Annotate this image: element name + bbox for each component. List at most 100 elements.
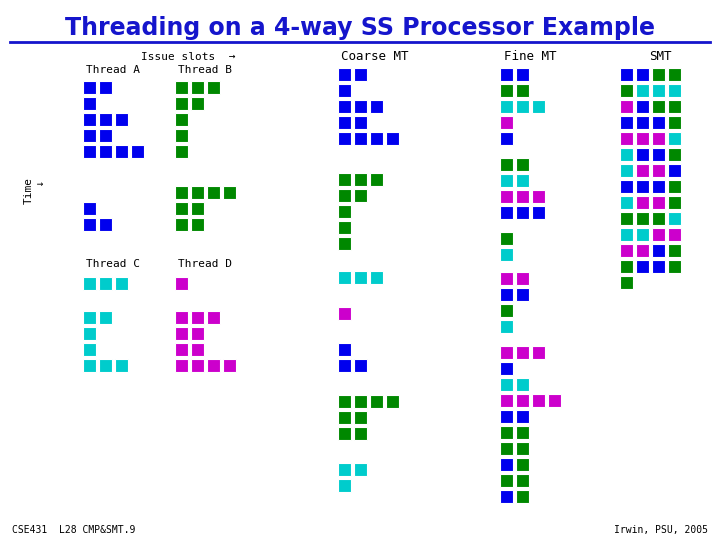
Bar <box>191 202 204 215</box>
Bar <box>516 174 529 187</box>
Bar <box>175 129 188 142</box>
Bar <box>516 490 529 503</box>
Bar <box>636 132 649 145</box>
Bar <box>516 378 529 391</box>
Bar <box>652 132 665 145</box>
Bar <box>668 180 681 193</box>
Bar <box>668 132 681 145</box>
Bar <box>516 426 529 439</box>
Bar <box>532 346 545 359</box>
Bar <box>191 311 204 324</box>
Bar <box>500 132 513 145</box>
Bar <box>386 395 399 408</box>
Bar <box>636 260 649 273</box>
Bar <box>191 343 204 356</box>
Bar <box>620 228 633 241</box>
Bar <box>83 277 96 290</box>
Bar <box>620 276 633 289</box>
Bar <box>175 277 188 290</box>
Bar <box>338 173 351 186</box>
Bar <box>175 113 188 126</box>
Bar <box>354 173 367 186</box>
Bar <box>652 164 665 177</box>
Bar <box>175 311 188 324</box>
Bar <box>99 129 112 142</box>
Bar <box>516 84 529 97</box>
Bar <box>636 180 649 193</box>
Bar <box>131 145 144 158</box>
Bar <box>500 490 513 503</box>
Bar <box>191 218 204 231</box>
Bar <box>338 221 351 234</box>
Bar <box>500 174 513 187</box>
Bar <box>338 395 351 408</box>
Text: Fine MT: Fine MT <box>504 51 557 64</box>
Bar <box>668 68 681 81</box>
Bar <box>532 206 545 219</box>
Bar <box>668 116 681 129</box>
Bar <box>354 271 367 284</box>
Bar <box>668 84 681 97</box>
Bar <box>354 427 367 440</box>
Bar <box>115 145 128 158</box>
Text: CSE431  L28 CMP&SMT.9: CSE431 L28 CMP&SMT.9 <box>12 525 135 535</box>
Bar <box>386 132 399 145</box>
Bar <box>354 116 367 129</box>
Bar <box>370 173 383 186</box>
Bar <box>620 244 633 257</box>
Bar <box>191 327 204 340</box>
Bar <box>338 271 351 284</box>
Bar <box>516 272 529 285</box>
Bar <box>99 277 112 290</box>
Bar <box>99 81 112 94</box>
Bar <box>99 311 112 324</box>
Bar <box>175 327 188 340</box>
Bar <box>620 148 633 161</box>
Bar <box>652 100 665 113</box>
Bar <box>370 100 383 113</box>
Bar <box>548 394 561 407</box>
Bar <box>636 148 649 161</box>
Bar <box>338 132 351 145</box>
Text: Irwin, PSU, 2005: Irwin, PSU, 2005 <box>614 525 708 535</box>
Bar <box>500 116 513 129</box>
Bar <box>516 158 529 171</box>
Bar <box>354 411 367 424</box>
Bar <box>636 196 649 209</box>
Bar <box>516 394 529 407</box>
Bar <box>636 164 649 177</box>
Bar <box>500 410 513 423</box>
Bar <box>83 343 96 356</box>
Text: Time
  ↓: Time ↓ <box>24 177 46 204</box>
Bar <box>500 426 513 439</box>
Bar <box>338 343 351 356</box>
Bar <box>99 113 112 126</box>
Text: Threading on a 4-way SS Processor Example: Threading on a 4-way SS Processor Exampl… <box>65 16 655 40</box>
Bar <box>532 394 545 407</box>
Bar <box>207 186 220 199</box>
Bar <box>516 442 529 455</box>
Bar <box>516 68 529 81</box>
Bar <box>500 458 513 471</box>
Bar <box>338 205 351 218</box>
Bar <box>338 84 351 97</box>
Bar <box>338 359 351 372</box>
Bar <box>83 129 96 142</box>
Bar <box>500 84 513 97</box>
Bar <box>191 81 204 94</box>
Bar <box>652 116 665 129</box>
Text: Coarse MT: Coarse MT <box>341 51 409 64</box>
Bar <box>500 272 513 285</box>
Bar <box>83 311 96 324</box>
Bar <box>500 68 513 81</box>
Bar <box>516 288 529 301</box>
Bar <box>83 113 96 126</box>
Bar <box>652 148 665 161</box>
Bar <box>175 81 188 94</box>
Bar <box>354 395 367 408</box>
Bar <box>191 186 204 199</box>
Bar <box>83 145 96 158</box>
Bar <box>668 164 681 177</box>
Text: SMT: SMT <box>649 51 671 64</box>
Bar <box>175 145 188 158</box>
